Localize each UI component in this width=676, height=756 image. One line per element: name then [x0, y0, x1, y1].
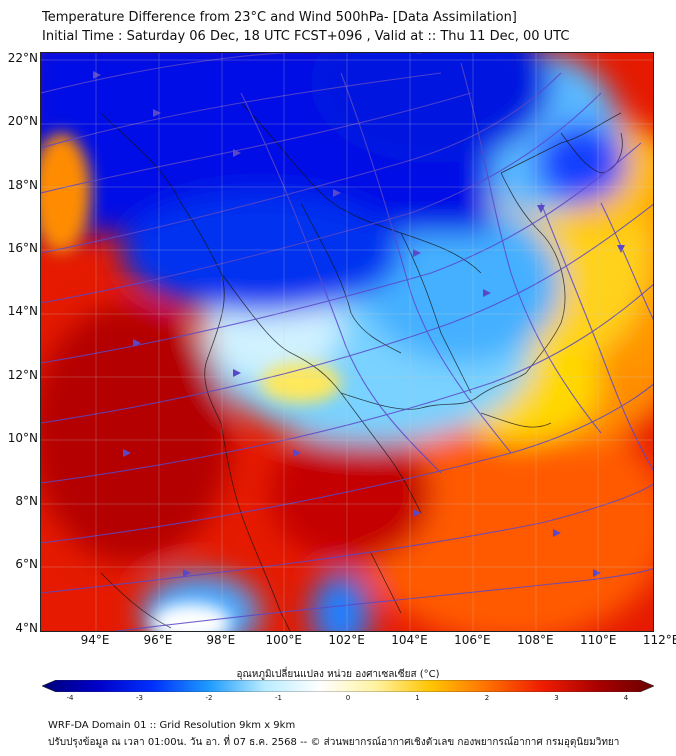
wind-streamlines [41, 53, 653, 631]
lat-label: 6°N [15, 557, 38, 572]
lon-label: 108°E [517, 633, 554, 647]
footer-credit: ปรับปรุงข้อมูล ณ เวลา 01:00น. วัน อา. ที… [48, 737, 620, 748]
lon-label: 100°E [265, 633, 302, 647]
lon-label: 96°E [143, 633, 173, 647]
colorbar-tick: -2 [205, 694, 213, 702]
lat-label: 16°N [7, 240, 38, 255]
lat-label: 22°N [7, 51, 38, 65]
temperature-field [41, 53, 653, 631]
lat-label: 14°N [7, 304, 38, 319]
colorbar-tick: -1 [275, 694, 282, 702]
lat-label: 4°N [15, 620, 38, 635]
map-panel [40, 52, 654, 632]
lon-label: 102°E [328, 633, 365, 647]
lat-label: 10°N [7, 430, 38, 445]
colorbar [42, 680, 654, 692]
lon-label: 98°E [206, 633, 236, 647]
lon-label: 112°E [642, 633, 676, 647]
lat-label: 20°N [7, 114, 38, 129]
lat-label: 8°N [15, 494, 38, 509]
temperature-field-detail [41, 133, 341, 631]
colorbar-title: อุณหภูมิเปลี่ยนแปลง หน่วย องศาเซลเซียส (… [236, 669, 440, 680]
lon-label: 110°E [579, 633, 617, 647]
lat-label: 12°N [7, 367, 38, 382]
coastlines [100, 102, 623, 631]
colorbar-tick: 1 [415, 694, 420, 702]
colorbar-tick: 0 [345, 694, 351, 702]
lon-label: 94°E [80, 633, 110, 647]
colorbar-tick: 4 [623, 694, 629, 702]
colorbar-tick: 3 [554, 694, 559, 702]
lat-label: 18°N [7, 177, 38, 192]
temperature-wind-map [41, 53, 653, 631]
map-title: Temperature Difference from 23°C and Win… [42, 10, 517, 25]
footer-grid-info: WRF-DA Domain 01 :: Grid Resolution 9km … [48, 720, 296, 731]
lon-label: 104°E [391, 633, 428, 647]
lon-label: 106°E [454, 633, 491, 647]
colorbar-tick: -4 [66, 694, 74, 702]
colorbar-tick: -3 [136, 694, 143, 702]
wind-arrowheads [93, 71, 625, 577]
graticule [41, 53, 653, 631]
map-subtitle: Initial Time : Saturday 06 Dec, 18 UTC F… [42, 29, 570, 44]
colorbar-tick: 2 [484, 694, 490, 702]
